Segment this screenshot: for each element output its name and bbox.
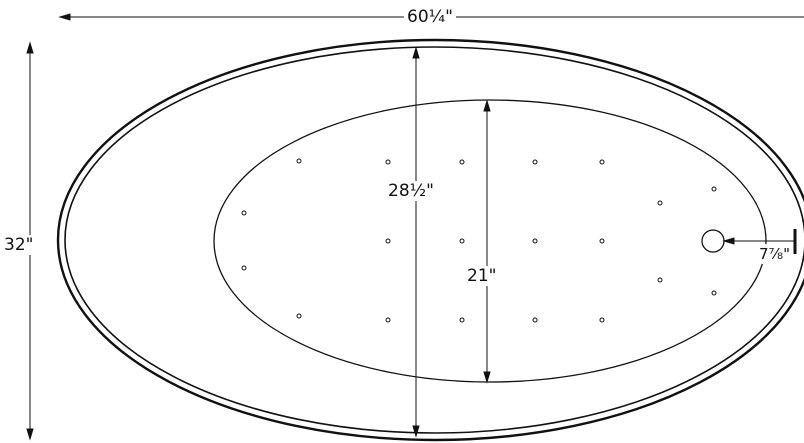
jet — [711, 186, 717, 192]
jet — [241, 265, 247, 271]
tub-basin — [213, 99, 767, 383]
jet — [385, 159, 391, 165]
drain-offset-label: 7⅞" — [758, 244, 791, 264]
jet — [459, 238, 465, 244]
drain-hole — [701, 229, 725, 253]
jet — [711, 290, 717, 296]
tub-outer-rim-inner-line — [64, 46, 804, 434]
jet — [532, 238, 538, 244]
tub-outer-rim — [56, 38, 804, 442]
jet — [599, 238, 605, 244]
basin-width-label: 21" — [465, 266, 499, 286]
jet — [657, 200, 663, 206]
jet — [657, 277, 663, 283]
jet — [532, 317, 538, 323]
drain-offset-dimension-line — [722, 229, 797, 254]
rim-width-label: 28½" — [385, 181, 437, 201]
overall-width-label: 32" — [1, 235, 37, 255]
jet — [241, 210, 247, 216]
jet — [459, 317, 465, 323]
jet — [385, 238, 391, 244]
basin-width-dimension-line — [483, 99, 491, 384]
jet — [296, 158, 302, 164]
jets — [241, 158, 717, 323]
jet — [385, 317, 391, 323]
jet — [599, 159, 605, 165]
jet — [296, 313, 302, 319]
jet — [532, 159, 538, 165]
overall-length-label: 60¼" — [404, 7, 456, 27]
jet — [459, 159, 465, 165]
jet — [599, 317, 605, 323]
rim-width-dimension-line — [412, 46, 420, 438]
